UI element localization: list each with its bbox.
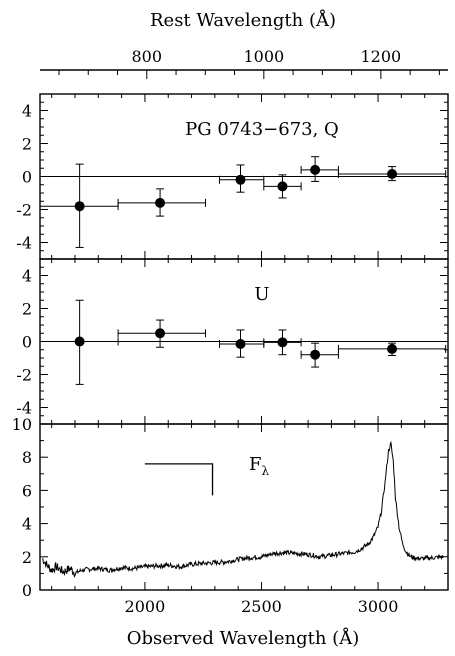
top-axis: Rest Wavelength (Å) 800 1000 1200 [40,9,448,79]
y-tick-label: 10 [12,415,32,434]
panel-u-label: U [254,284,269,305]
data-point [74,201,85,212]
panel-q-points [39,156,447,248]
panel-f-label-sub: λ [262,464,270,478]
y-tick-label: 2 [22,135,32,154]
y-tick-label: -2 [16,201,32,220]
y-tick-label: 6 [22,481,32,500]
x-tick-label: 2000 [125,597,166,616]
data-point [277,337,288,348]
y-tick-label: 0 [22,168,32,187]
y-tick-label: 4 [22,267,32,286]
y-tick-label: 4 [22,102,32,121]
panel-q-label: PG 0743−673, Q [185,119,339,140]
top-axis-title: Rest Wavelength (Å) [150,9,336,31]
y-tick-label: 4 [22,515,32,534]
panel-f-ticks: 0 2 4 6 8 10 2000 2500 3000 [12,415,449,616]
bracket-marker [144,463,214,496]
data-point [235,174,246,185]
y-tick-label: -4 [16,234,32,253]
y-tick-label: 2 [22,300,32,319]
top-tick-label: 1000 [243,47,284,66]
y-tick-label: -2 [16,366,32,385]
top-axis-ticks: 800 1000 1200 [58,47,440,79]
y-tick-label: 8 [22,448,32,467]
top-tick-label: 1200 [360,47,401,66]
y-tick-label: 2 [22,548,32,567]
panel-u: -4 -2 0 2 4 U [16,258,449,425]
data-point [155,197,166,208]
panel-f-label-main: F [249,454,262,475]
data-point [310,349,321,360]
x-tick-label: 3000 [358,597,399,616]
data-point [235,338,246,349]
panel-f-frame [39,423,449,591]
y-tick-label: 0 [22,581,32,600]
flux-spectrum-line [42,440,444,578]
panel-u-points [39,299,447,385]
data-point [387,169,398,180]
panel-q: -4 -2 0 2 4 PG 0743−673, Q [16,93,449,260]
x-tick-label: 2500 [241,597,282,616]
data-point [155,328,166,339]
data-point [277,181,288,192]
data-point [310,164,321,175]
top-tick-label: 800 [132,47,163,66]
data-point [74,336,85,347]
data-point [387,343,398,354]
y-tick-label: -4 [16,399,32,418]
y-tick-label: 0 [22,333,32,352]
panel-f-label: Fλ [249,454,270,478]
x-axis-title: Observed Wavelength (Å) [127,627,359,649]
panel-f: 0 2 4 6 8 10 2000 2500 3000 Fλ [12,415,449,616]
